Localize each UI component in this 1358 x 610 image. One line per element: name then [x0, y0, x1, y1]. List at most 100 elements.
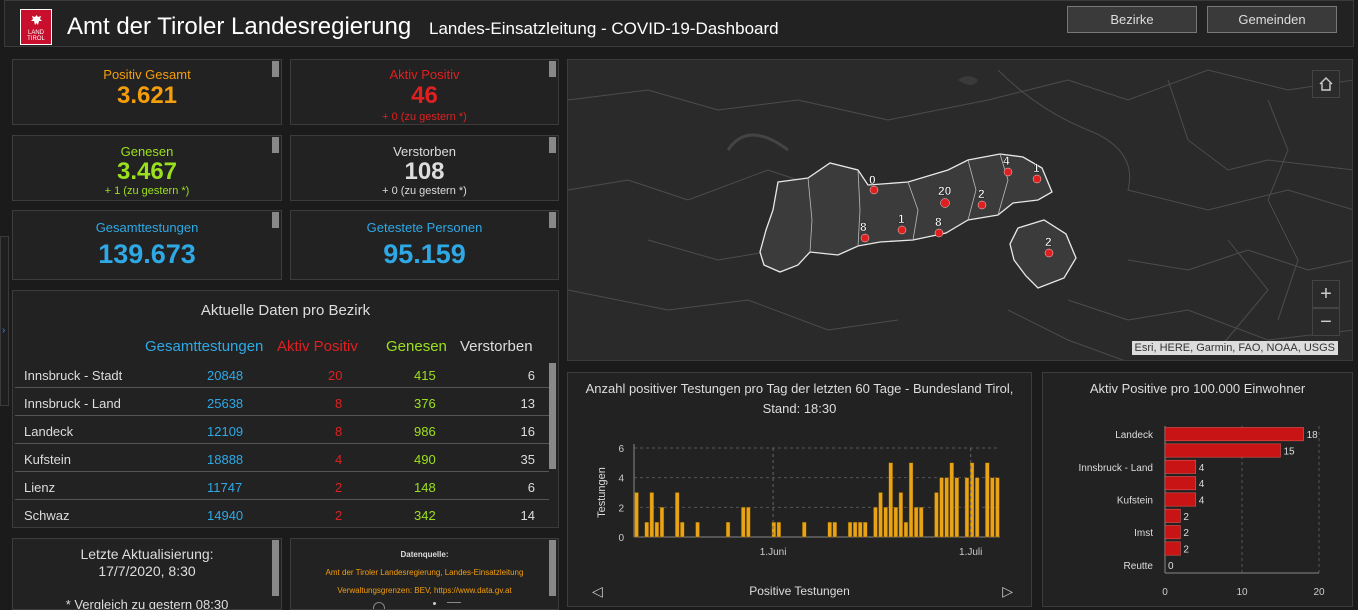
map-marker-label: 1 [1033, 161, 1040, 175]
data-label: 18 [1307, 430, 1319, 441]
bar [852, 521, 858, 538]
table-row[interactable]: Lienz 11747 2 148 6 [15, 473, 549, 500]
scrollbar[interactable] [549, 61, 556, 77]
data-label: 2 [1183, 528, 1189, 539]
map-marker-label: 2 [978, 187, 985, 201]
map-marker[interactable] [1044, 248, 1054, 258]
kpi-change: + 0 (zu gestern *) [382, 111, 467, 123]
map-attribution[interactable]: Esri, HERE, Garmin, FAO, NOAA, USGS [1131, 341, 1338, 355]
chart-legend: Positive Testungen [749, 584, 850, 598]
map-marker[interactable] [860, 233, 870, 243]
cell-aktiv: 20 [328, 368, 343, 383]
kpi-genesen: Genesen 3.467 + 1 (zu gestern *) [12, 135, 282, 201]
map-marker[interactable] [1032, 174, 1042, 184]
bar [944, 477, 949, 538]
data-label: 2 [1183, 512, 1189, 523]
kpi-value: 95.159 [383, 239, 466, 269]
scrollbar[interactable] [272, 61, 279, 77]
kpi-change: + 1 (zu gestern *) [104, 185, 190, 197]
table-row[interactable]: Landeck 12109 8 986 16 [15, 417, 549, 444]
bar [659, 507, 665, 538]
scrollbar[interactable] [272, 540, 279, 596]
map-marker[interactable] [934, 228, 944, 238]
home-button[interactable] [1312, 70, 1340, 98]
bar [675, 492, 680, 538]
chevron-right-icon[interactable]: ▷ [1002, 583, 1013, 599]
y-axis-label: Testungen [596, 467, 608, 518]
eagle-icon [31, 15, 42, 25]
cell-aktiv: 4 [335, 452, 343, 467]
table-row[interactable]: Schwaz 14940 2 342 14 [15, 501, 549, 527]
kpi-label: Genesen [120, 144, 174, 159]
country-borders [568, 69, 1352, 360]
map-marker[interactable] [897, 225, 907, 235]
bezirke-button[interactable]: Bezirke [1067, 6, 1197, 33]
chevron-left-icon[interactable]: ◁ [592, 583, 603, 599]
page-title: Amt der Tiroler Landesregierung [67, 13, 412, 40]
cell-aktiv: 2 [335, 480, 343, 495]
bar [771, 521, 776, 538]
bar [898, 492, 904, 538]
scrollbar[interactable] [272, 137, 279, 153]
map-marker-label: 4 [1003, 154, 1010, 168]
kpi-label: Aktiv Positiv [389, 67, 460, 82]
bar [949, 462, 954, 538]
cell-verstorben: 16 [520, 424, 535, 439]
cell-bezirk: Innsbruck - Land [24, 396, 121, 411]
cell-verstorben: 6 [527, 368, 535, 383]
bar [934, 492, 939, 538]
bar [725, 521, 731, 538]
daily-tests-chart-panel: Anzahl positiver Testungen pro Tag der l… [567, 372, 1032, 607]
scrollbar[interactable] [549, 540, 556, 596]
table-row[interactable]: Kufstein 18888 4 490 35 [15, 445, 549, 472]
map-panel[interactable]: 0 20 4 1 2 8 1 8 2 + − Esri, HERE, Garmi… [567, 59, 1353, 361]
bar [776, 521, 782, 538]
map-marker[interactable] [940, 198, 950, 208]
map-marker-label: 8 [860, 220, 867, 234]
bar [858, 521, 863, 538]
bar [964, 477, 970, 538]
x-tick-label: 1.Juni [760, 547, 787, 558]
bar [680, 521, 685, 538]
page-subtitle: Landes-Einsatzleitung - COVID-19-Dashboa… [429, 19, 779, 38]
map-marker[interactable] [1003, 167, 1013, 177]
daily-tests-chart[interactable]: 0 2 4 6 Testungen 1.Juni 1.Juli [568, 373, 1032, 607]
bev-logo-icon [373, 602, 385, 609]
gemeinden-button[interactable]: Gemeinden [1207, 6, 1337, 33]
table-scrollbar[interactable] [549, 363, 556, 469]
cell-aktiv: 8 [335, 396, 343, 411]
cell-tests: 18888 [207, 452, 244, 467]
data-logo-icon [447, 602, 461, 609]
update-label: Letzte Aktualisierung: [80, 546, 214, 562]
column-header-verstorben: Verstorben [460, 338, 533, 355]
land-tirol-logo: LAND TIROL [20, 9, 52, 45]
lake-shape [958, 76, 978, 85]
x-tick-label: 1.Juli [959, 547, 982, 558]
map-marker[interactable] [977, 200, 987, 210]
zoom-out-button[interactable]: − [1312, 308, 1340, 336]
x-tick-label: 20 [1313, 587, 1325, 598]
bar [634, 492, 639, 538]
map-marker[interactable] [869, 185, 879, 195]
bar [654, 521, 660, 538]
home-icon [1319, 77, 1333, 91]
scrollbar[interactable] [549, 212, 556, 228]
bar [1164, 541, 1181, 556]
table-row[interactable]: Innsbruck - Stadt 20848 20 415 6 [15, 361, 549, 388]
x-tick-label: 0 [1162, 587, 1168, 598]
zoom-in-button[interactable]: + [1312, 280, 1340, 308]
cell-bezirk: Landeck [24, 424, 74, 439]
bar [969, 462, 975, 538]
cell-tests: 11747 [207, 480, 243, 495]
source-title: Datenquelle: [400, 550, 449, 559]
category-label: Innsbruck - Land [1079, 463, 1154, 474]
cell-verstorben: 6 [527, 480, 535, 495]
table-row[interactable]: Innsbruck - Land 25638 8 376 13 [15, 389, 549, 416]
side-panel-handle[interactable]: › [0, 236, 9, 406]
table-title: Aktuelle Daten pro Bezirk [200, 302, 371, 319]
scrollbar[interactable] [549, 137, 556, 153]
map-canvas[interactable]: 0 20 4 1 2 8 1 8 2 [568, 60, 1353, 361]
scrollbar[interactable] [272, 212, 279, 228]
kpi-change: + 0 (zu gestern *) [382, 185, 467, 197]
